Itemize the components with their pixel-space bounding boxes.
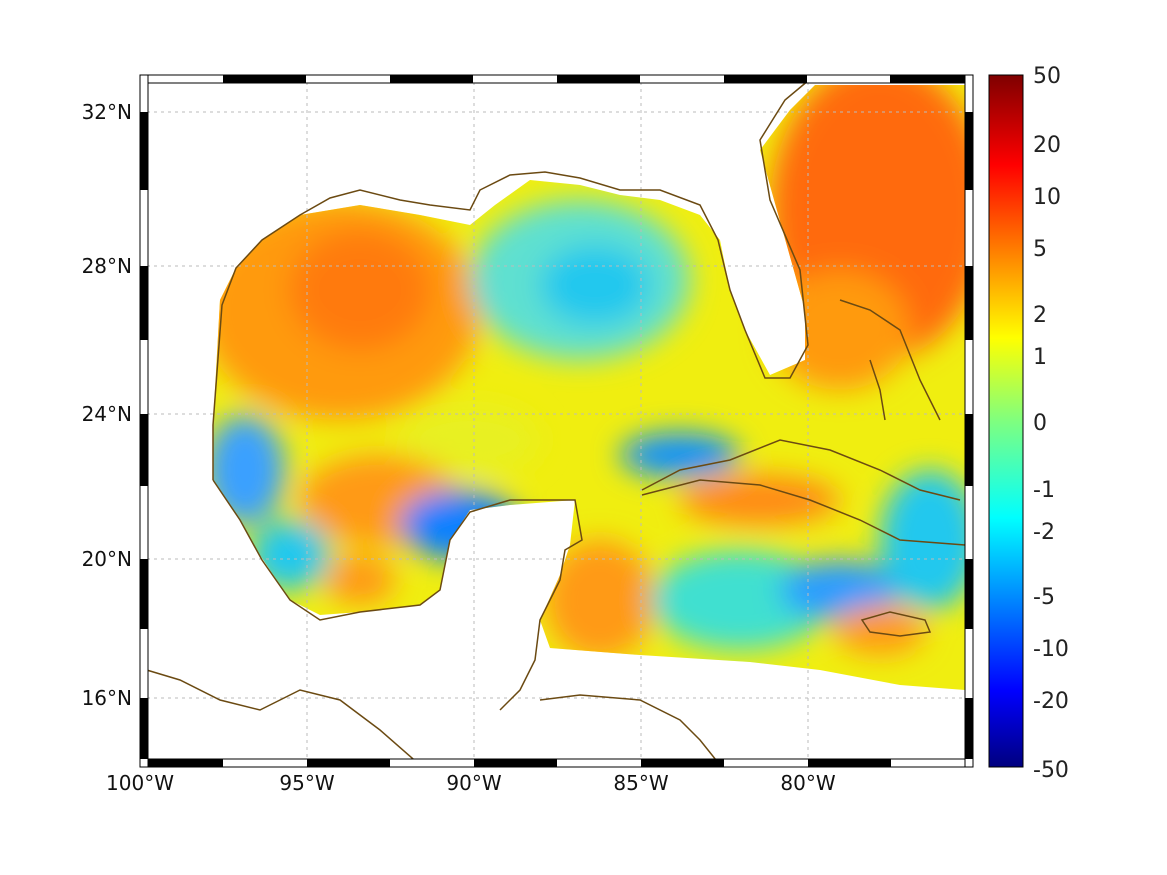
graticule xyxy=(140,75,973,767)
x-tick-label: 95°W xyxy=(279,771,334,795)
y-tick-label: 32°N xyxy=(82,100,132,124)
colorbar-tick-label: -10 xyxy=(1033,637,1069,662)
colorbar-tick-labels: 50 20 10 5 2 1 0 -1 -2 -5 -10 -20 -50 xyxy=(1033,64,1069,783)
frame-border xyxy=(139,74,974,768)
y-tick-label: 28°N xyxy=(82,254,132,278)
colorbar-tick-label: 1 xyxy=(1033,345,1047,370)
x-tick-labels: 100°W 95°W 90°W 85°W 80°W xyxy=(106,771,836,795)
x-tick-label: 80°W xyxy=(780,771,835,795)
y-tick-label: 24°N xyxy=(82,402,132,426)
colorbar-tick-label: -50 xyxy=(1033,758,1069,783)
y-tick-label: 20°N xyxy=(82,547,132,571)
x-tick-label: 90°W xyxy=(446,771,501,795)
colorbar-tick-label: 50 xyxy=(1033,64,1061,89)
colorbar-tick-label: -2 xyxy=(1033,520,1055,545)
coastline xyxy=(139,74,966,766)
colorbar-tick-label: -20 xyxy=(1033,689,1069,714)
colorbar-tick-label: 2 xyxy=(1033,303,1047,328)
y-tick-labels: 32°N 28°N 24°N 20°N 16°N xyxy=(82,100,132,710)
colorbar-tick-label: -1 xyxy=(1033,478,1055,503)
colorbar-tick-label: 10 xyxy=(1033,185,1061,210)
x-tick-label: 85°W xyxy=(613,771,668,795)
colorbar xyxy=(988,74,1024,768)
x-tick-label: 100°W xyxy=(106,771,174,795)
colorbar-tick-label: 0 xyxy=(1033,411,1047,436)
colorbar-tick-label: 5 xyxy=(1033,237,1047,262)
y-tick-label: 16°N xyxy=(82,686,132,710)
colorbar-tick-label: -5 xyxy=(1033,585,1055,610)
colorbar-tick-label: 20 xyxy=(1033,133,1061,158)
